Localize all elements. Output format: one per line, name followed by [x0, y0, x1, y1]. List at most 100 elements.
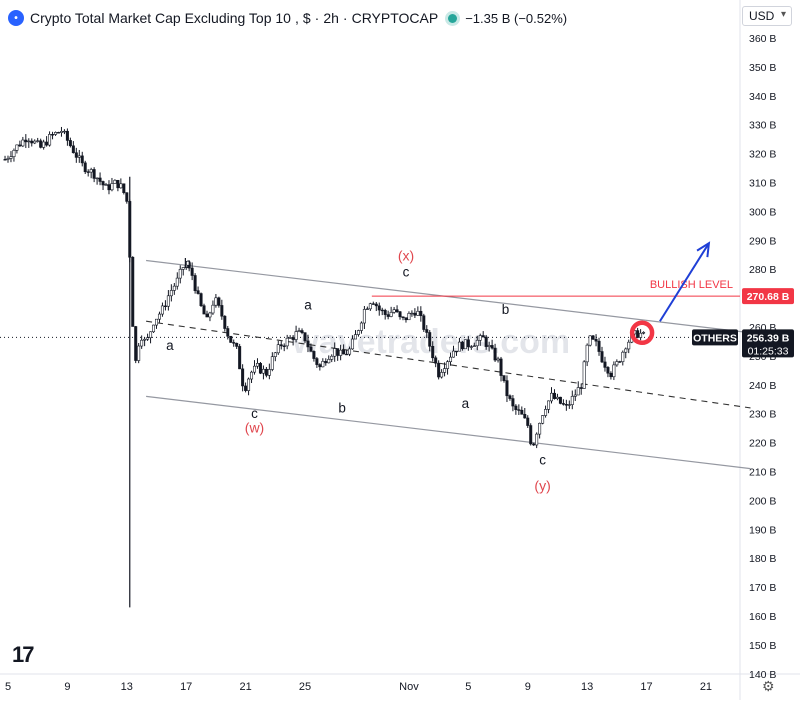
candle-body	[220, 305, 224, 317]
candle-body	[321, 361, 325, 368]
y-tick-label: 220 B	[749, 438, 776, 450]
candle-body	[172, 285, 176, 291]
candle-body	[279, 344, 283, 347]
candle-body	[205, 313, 209, 318]
candle-body	[345, 353, 349, 356]
candle-body	[253, 365, 257, 373]
y-tick-label: 340 B	[749, 91, 776, 103]
candle-body	[77, 155, 81, 158]
candle-body	[276, 344, 280, 354]
candle-body	[365, 308, 369, 310]
candle-body	[199, 293, 203, 307]
market-open-dot-icon	[448, 13, 458, 23]
candle-body	[615, 361, 619, 366]
candle-body	[457, 341, 461, 352]
candle-body	[122, 183, 126, 193]
y-tick-label: 180 B	[749, 553, 776, 565]
candle-body	[642, 332, 646, 334]
symbol-title[interactable]: Crypto Total Market Cap Excluding Top 10	[30, 10, 291, 26]
candle-body	[526, 417, 530, 426]
candle-body	[9, 156, 13, 159]
candle-body	[475, 339, 479, 347]
candle-body	[573, 394, 577, 397]
candle-body	[351, 338, 355, 350]
candle-body	[134, 326, 138, 361]
candle-body	[422, 315, 426, 330]
interval-label[interactable]: 2h	[323, 10, 339, 26]
candle-body	[389, 312, 393, 317]
candle-body	[229, 335, 233, 343]
candle-body	[627, 341, 631, 350]
gear-icon[interactable]: ⚙	[762, 678, 775, 694]
candle-body	[618, 361, 622, 363]
symbol-tag-text: OTHERS	[693, 332, 737, 344]
y-tick-label: 140 B	[749, 669, 776, 681]
candle-body	[535, 433, 539, 446]
candle-body	[612, 364, 616, 378]
candle-body	[143, 338, 147, 341]
candle-body	[95, 177, 99, 180]
y-tick-label: 300 B	[749, 206, 776, 218]
candle-body	[371, 303, 375, 305]
candle-body	[80, 155, 84, 164]
candle-body	[312, 351, 316, 359]
candle-body	[588, 335, 592, 346]
bullish-arrow	[659, 242, 710, 322]
y-tick-label: 240 B	[749, 380, 776, 392]
candle-body	[196, 290, 200, 294]
candle-body	[330, 355, 334, 360]
candle-body	[83, 162, 87, 173]
candle-body	[425, 329, 429, 333]
wave-label: a	[304, 298, 312, 313]
candle-body	[146, 337, 150, 340]
candle-body	[547, 400, 551, 410]
x-tick-label: 17	[180, 681, 192, 693]
candle-body	[336, 348, 340, 356]
candle-body	[226, 328, 230, 337]
y-tick-label: 210 B	[749, 467, 776, 479]
wave-label: (y)	[534, 477, 550, 493]
candle-body	[541, 415, 545, 424]
candle-body	[449, 356, 453, 362]
wave-label: (w)	[245, 419, 264, 435]
candle-body	[30, 140, 34, 144]
candle-body	[434, 357, 438, 364]
wave-label: c	[539, 452, 546, 467]
candle-body	[440, 372, 444, 378]
candle-body	[484, 336, 488, 347]
x-tick-label: 5	[5, 681, 11, 693]
candle-body	[131, 256, 135, 327]
candle-body	[309, 346, 313, 352]
candle-body	[303, 332, 307, 342]
candle-body	[166, 295, 170, 307]
candle-body	[101, 181, 105, 186]
candle-body	[353, 334, 357, 340]
candle-body	[520, 409, 524, 415]
candle-body	[33, 140, 37, 144]
currency-symbol: $	[302, 10, 311, 26]
candle-body	[451, 350, 455, 358]
wave-label: b	[184, 256, 192, 271]
y-tick-label: 320 B	[749, 149, 776, 161]
x-tick-label: Nov	[399, 681, 419, 693]
candle-body	[416, 310, 420, 316]
candle-body	[639, 332, 643, 338]
candle-body	[137, 345, 141, 361]
candle-body	[187, 264, 191, 269]
candle-body	[42, 141, 46, 148]
candle-body	[413, 312, 417, 316]
tradingview-logo-icon[interactable]: 17	[12, 642, 35, 667]
y-tick-label: 190 B	[749, 524, 776, 536]
currency-selector[interactable]: USD ▾	[742, 6, 792, 26]
candle-body	[238, 346, 242, 370]
candle-body	[550, 392, 554, 402]
candle-body	[410, 312, 414, 315]
candle-body	[404, 317, 408, 321]
candle-body	[163, 305, 167, 308]
candle-body	[59, 130, 63, 133]
channel-upper-line	[146, 259, 751, 334]
candle-body	[181, 267, 185, 270]
candle-body	[36, 140, 40, 142]
